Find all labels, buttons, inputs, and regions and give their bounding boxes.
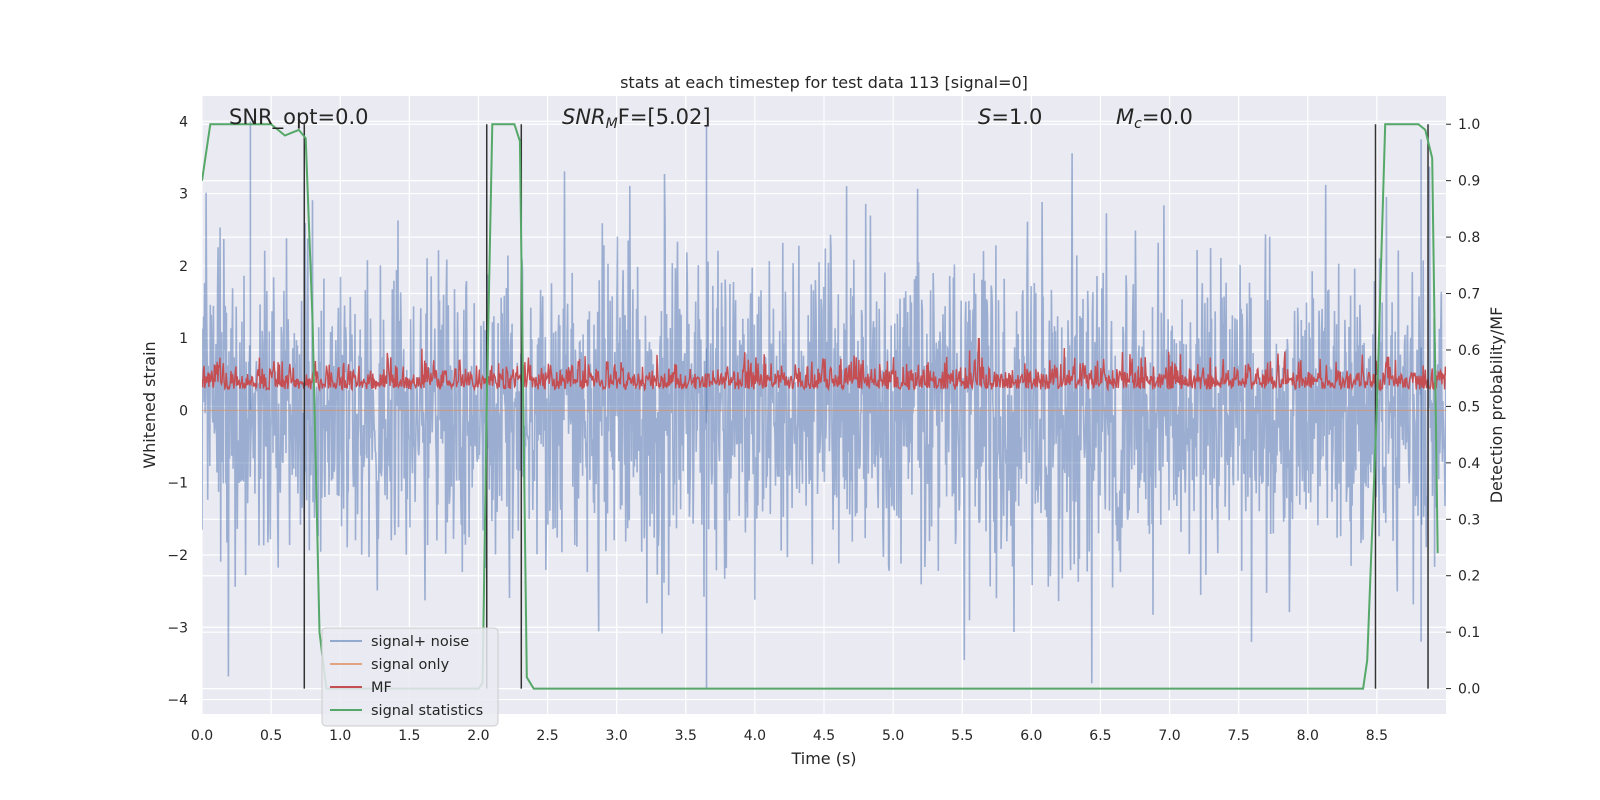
chart-title: stats at each timestep for test data 113… bbox=[620, 73, 1028, 92]
x-tick-label: 3.0 bbox=[606, 728, 628, 744]
legend-label-mf: MF bbox=[371, 680, 392, 696]
y-tick-label: 0 bbox=[179, 403, 188, 419]
y-tick-label: −4 bbox=[167, 693, 188, 709]
s-annotation: S=1.0 bbox=[978, 105, 1042, 129]
x-tick-label: 4.0 bbox=[744, 728, 766, 744]
x-tick-label: 8.5 bbox=[1366, 728, 1388, 744]
y-right-tick-label: 0.0 bbox=[1458, 682, 1480, 698]
y-right-tick-label: 0.3 bbox=[1458, 512, 1480, 528]
y-right-tick-label: 0.1 bbox=[1458, 625, 1480, 641]
y-right-tick-label: 0.7 bbox=[1458, 287, 1480, 303]
signal-statistics-line bbox=[202, 123, 1439, 690]
snr-opt-annotation: SNR_opt=0.0 bbox=[229, 105, 369, 130]
x-tick-label: 1.5 bbox=[398, 728, 420, 744]
y-right-tick-label: 0.8 bbox=[1458, 230, 1480, 246]
y-right-tick-label: 0.5 bbox=[1458, 399, 1480, 415]
y-tick-label: 3 bbox=[179, 187, 188, 203]
legend-label-signal-noise: signal+ noise bbox=[371, 634, 469, 650]
legend-label-signal-statistics: signal statistics bbox=[371, 703, 483, 719]
x-tick-label: 4.5 bbox=[813, 728, 835, 744]
annotations: SNR_opt=0.0 SNRMF=[5.02] S=1.0 Mc=0.0 bbox=[229, 105, 1193, 132]
y-axis-label: Whitened strain bbox=[140, 341, 159, 468]
tick-labels: 0.0 0.5 1.0 1.5 2.0 2.5 3.0 3.5 4.0 4.5 5.0 5.5 6.0 6… bbox=[167, 114, 1480, 744]
mf-line bbox=[202, 338, 1446, 393]
y-right-tick-label: 0.6 bbox=[1458, 343, 1480, 359]
vertical-markers bbox=[303, 124, 1429, 689]
y-right-tick-label: 0.2 bbox=[1458, 569, 1480, 585]
y-axis-right-label: Detection probability/MF bbox=[1487, 307, 1506, 504]
x-tick-label: 2.5 bbox=[536, 728, 558, 744]
x-tick-label: 5.0 bbox=[882, 728, 904, 744]
x-tick-label: 7.0 bbox=[1158, 728, 1180, 744]
y-tick-label: −2 bbox=[167, 548, 188, 564]
mc-annotation: Mc=0.0 bbox=[1116, 105, 1193, 132]
x-axis-label: Time (s) bbox=[790, 749, 856, 768]
mf-series bbox=[202, 338, 1446, 393]
x-tick-label: 3.5 bbox=[675, 728, 697, 744]
x-tick-label: 7.5 bbox=[1228, 728, 1250, 744]
y-right-tick-label: 0.9 bbox=[1458, 174, 1480, 190]
legend-label-signal-only: signal only bbox=[371, 657, 450, 673]
y-tick-label: 2 bbox=[179, 259, 188, 275]
signal-statistics-series bbox=[202, 123, 1439, 690]
x-tick-label: 6.0 bbox=[1020, 728, 1042, 744]
x-tick-label: 0.0 bbox=[191, 728, 213, 744]
y-tick-label: 1 bbox=[179, 331, 188, 347]
legend-box bbox=[321, 627, 499, 727]
y-right-tick-label: 1.0 bbox=[1458, 117, 1480, 133]
y-right-tick-label: 0.4 bbox=[1458, 456, 1480, 472]
x-tick-label: 1.0 bbox=[329, 728, 351, 744]
x-tick-label: 0.5 bbox=[260, 728, 282, 744]
x-tick-label: 6.5 bbox=[1089, 728, 1111, 744]
x-tick-label: 5.5 bbox=[951, 728, 973, 744]
x-tick-label: 8.0 bbox=[1297, 728, 1319, 744]
y-tick-label: −1 bbox=[167, 476, 188, 492]
x-tick-label: 2.0 bbox=[467, 728, 489, 744]
y-tick-label: 4 bbox=[179, 114, 188, 130]
snr-mf-annotation: SNRMF=[5.02] bbox=[562, 105, 711, 132]
legend: signal+ noise signal only MF signal stat… bbox=[321, 627, 499, 727]
y-tick-label: −3 bbox=[167, 620, 188, 636]
